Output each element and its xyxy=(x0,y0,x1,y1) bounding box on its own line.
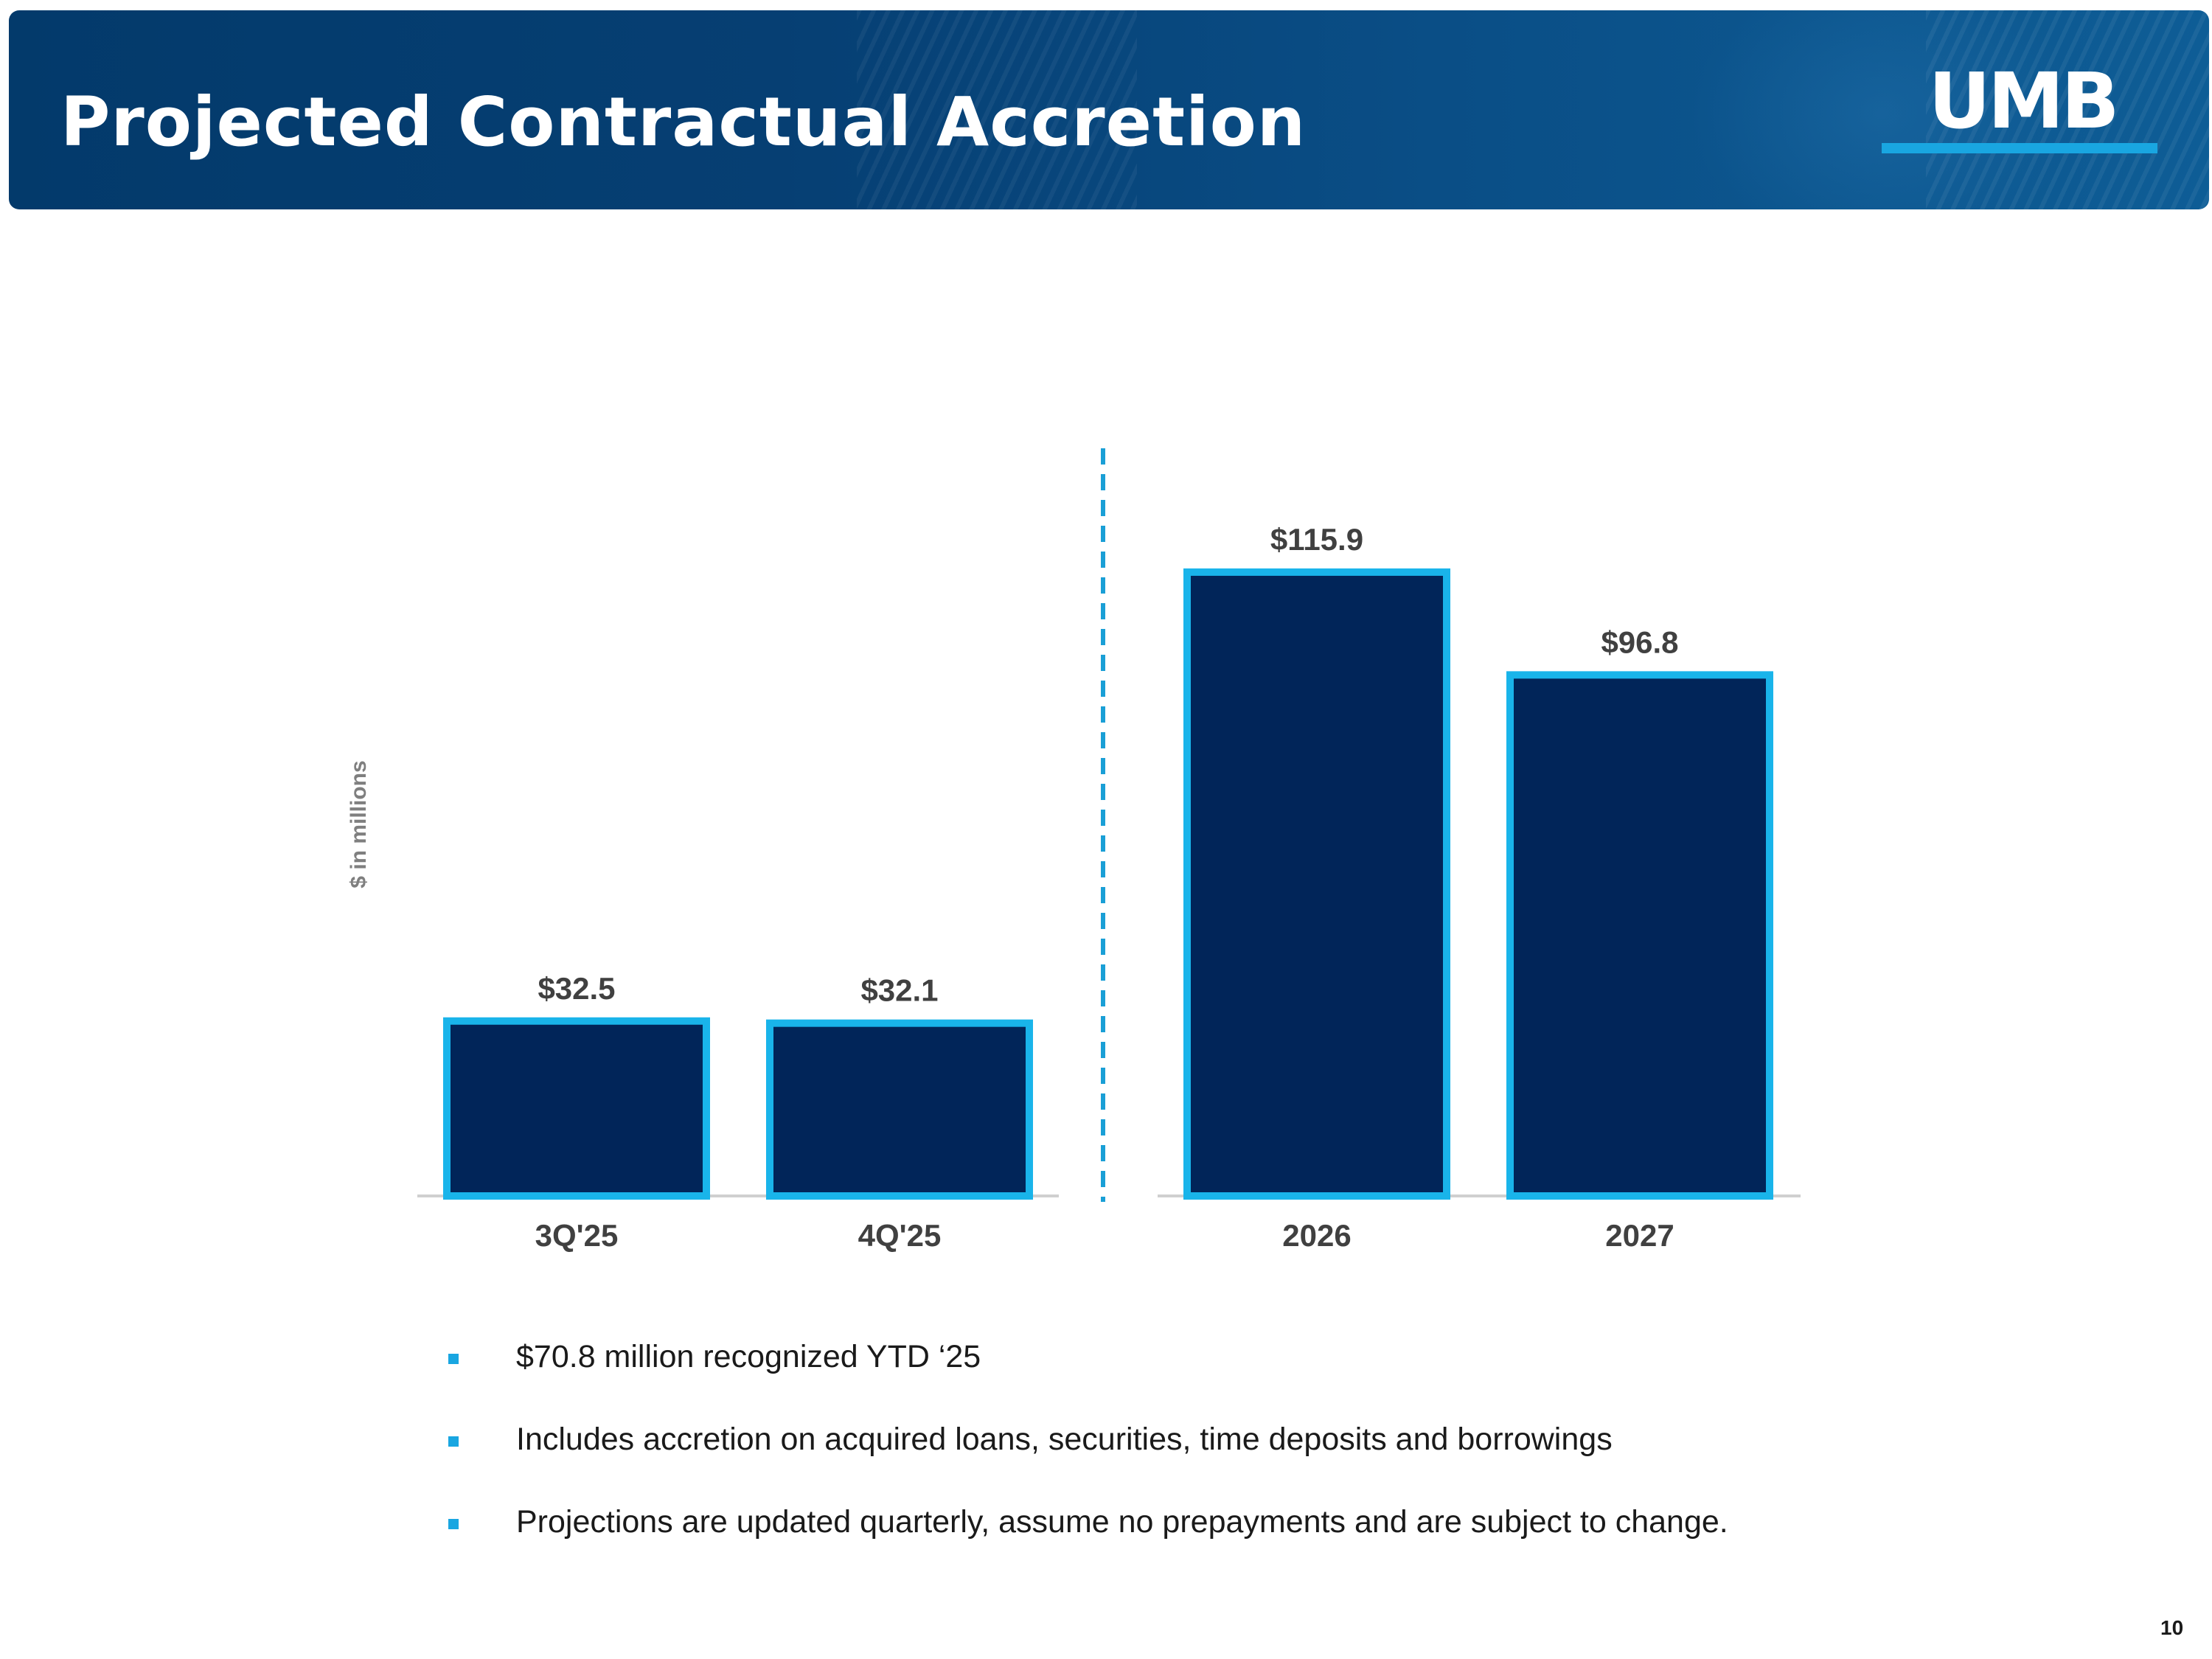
bar-2026 xyxy=(1183,568,1450,1200)
logo-underline xyxy=(1882,143,2157,153)
data-label: $32.1 xyxy=(860,973,938,1008)
bullet-list: $70.8 million recognized YTD ‘25 Include… xyxy=(442,1335,1917,1582)
header-decoration-right xyxy=(1926,10,2209,209)
bullet-item: Projections are updated quarterly, assum… xyxy=(442,1500,1917,1582)
data-label: $115.9 xyxy=(1270,522,1363,557)
page-title: Projected Contractual Accretion xyxy=(60,83,1307,161)
page-number: 10 xyxy=(2160,1616,2184,1639)
accretion-bar-chart: $32.5 3Q'25 $32.1 4Q'25 $115.9 2026 $96.8 2027 $… xyxy=(347,448,1801,1253)
x-tick-label: 3Q'25 xyxy=(535,1218,619,1253)
header-glow xyxy=(1690,10,2073,209)
header-banner: Projected Contractual Accretion UMB xyxy=(9,10,2209,209)
y-axis-label: $ in millions xyxy=(347,760,371,888)
bar-2027 xyxy=(1506,671,1773,1200)
x-tick-label: 4Q'25 xyxy=(858,1218,942,1253)
bullet-item: Includes accretion on acquired loans, se… xyxy=(442,1417,1917,1500)
bullet-marker xyxy=(448,1519,459,1529)
bullet-marker xyxy=(448,1354,459,1364)
logo-wordmark: UMB xyxy=(1928,56,2119,146)
x-tick-label: 2026 xyxy=(1282,1218,1351,1253)
bullet-text: Includes accretion on acquired loans, se… xyxy=(516,1422,1613,1457)
x-tick-label: 2027 xyxy=(1605,1218,1674,1253)
bullet-text: $70.8 million recognized YTD ‘25 xyxy=(516,1339,981,1374)
data-label: $96.8 xyxy=(1601,625,1678,659)
bar-4q25 xyxy=(766,1019,1033,1200)
bar-3q25 xyxy=(443,1017,710,1200)
bullet-marker xyxy=(448,1436,459,1447)
bullet-item: $70.8 million recognized YTD ‘25 xyxy=(442,1335,1917,1417)
data-label: $32.5 xyxy=(538,971,615,1006)
bullet-text: Projections are updated quarterly, assum… xyxy=(516,1504,1728,1540)
header-decoration xyxy=(857,10,1137,209)
umb-logo: UMB xyxy=(1882,60,2163,155)
